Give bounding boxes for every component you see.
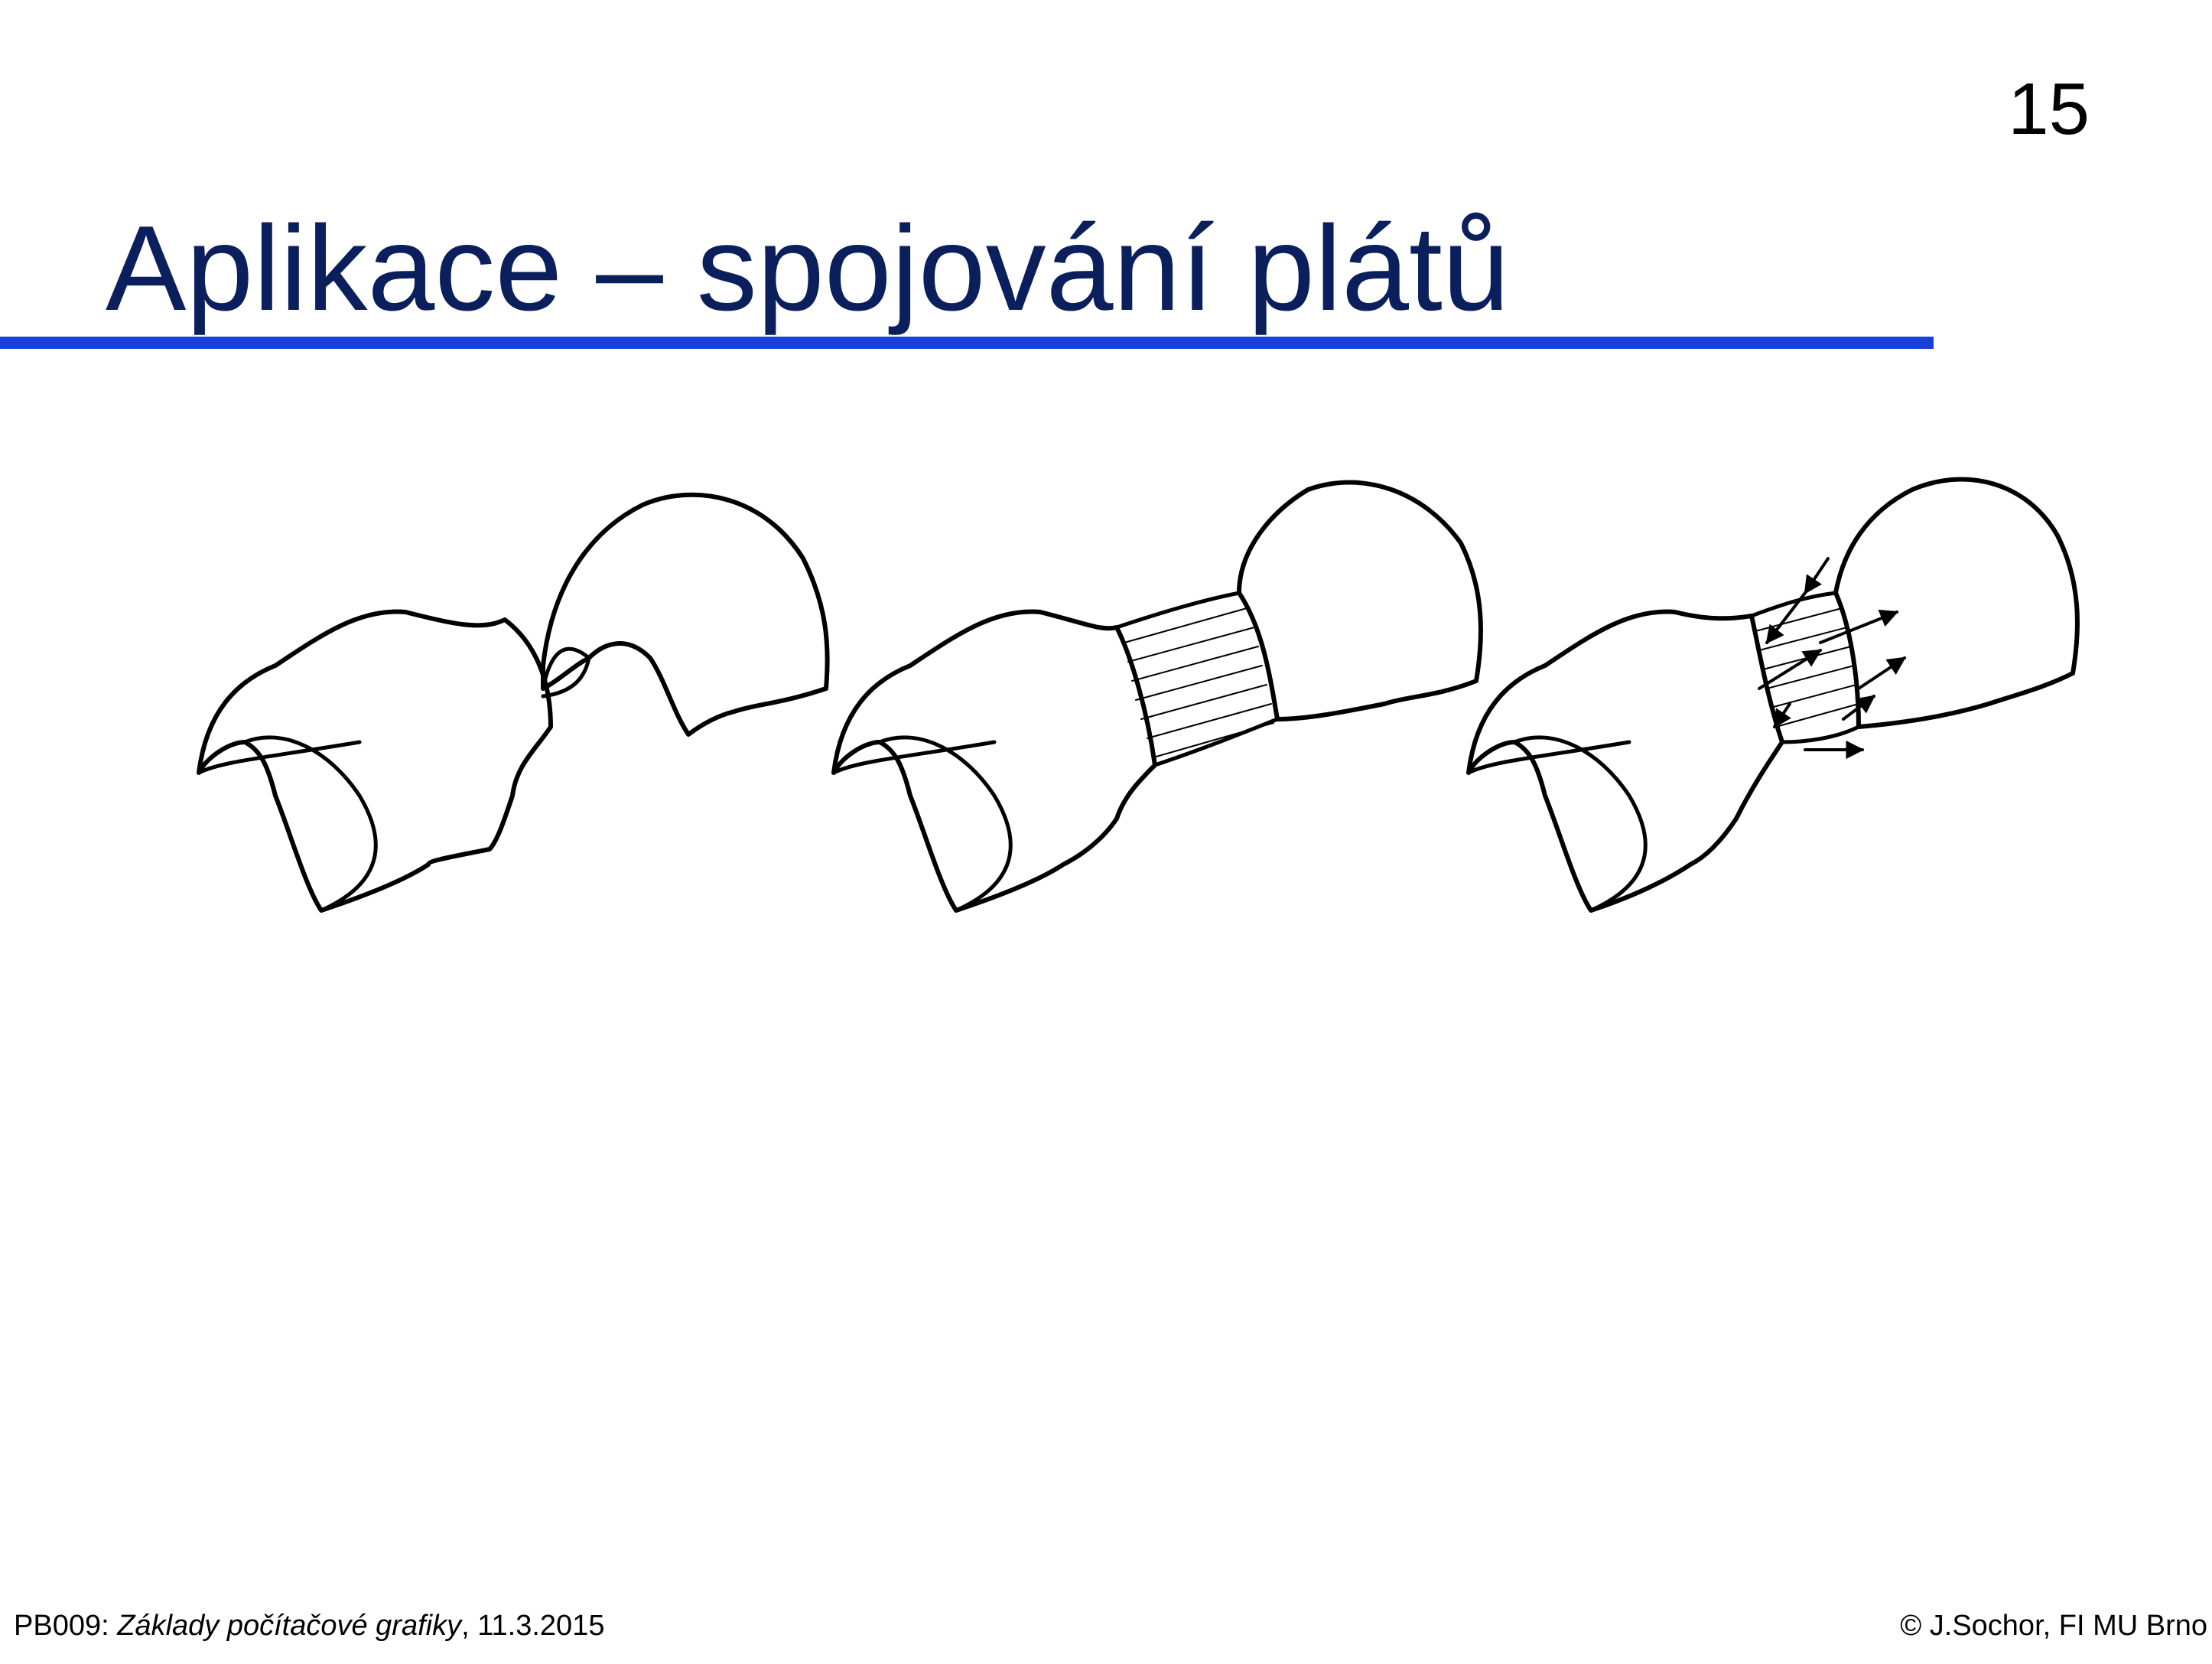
footer-course-title: Základy počítačové grafiky [117, 1610, 462, 1642]
footer-copyright: © J.Sochor, FI MU Brno [1900, 1610, 2207, 1642]
lower-patch-rim [1466, 740, 1631, 775]
lower-patch-inner-edge [877, 735, 1013, 913]
lower-patch-outline [197, 609, 553, 913]
footer-date: , 11.3.2015 [461, 1610, 605, 1642]
slide-title: Aplikace – spojování plátů [106, 201, 1510, 336]
page-number: 15 [2008, 68, 2090, 150]
lower-patch-inner-edge [1512, 735, 1648, 913]
lower-patch-rim [831, 740, 997, 775]
lower-patch-outline [831, 609, 1157, 913]
footer-course-code: PB009: [14, 1610, 118, 1642]
blend-hatching [1755, 607, 1859, 728]
panel-blend-with-tangent-vectors [1466, 477, 2080, 913]
upper-patch-outline [1237, 480, 1483, 721]
title-rule [0, 337, 1934, 349]
panel-joined-with-blend [831, 480, 1483, 913]
lower-patch-outline [1466, 609, 1784, 913]
tangent-vectors [1758, 557, 1906, 759]
upper-patch-outline [541, 492, 830, 737]
upper-patch-outline [1833, 477, 2080, 729]
upper-patch-inner-edge [541, 646, 591, 698]
patch-joining-illustration [197, 477, 2080, 913]
lower-patch-inner-edge [242, 735, 378, 913]
blend-hatching [1124, 607, 1274, 758]
panel-separate-patches [197, 492, 830, 913]
footer-course-info: PB009: Základy počítačové grafiky, 11.3.… [14, 1610, 604, 1643]
lower-patch-rim [197, 740, 362, 775]
